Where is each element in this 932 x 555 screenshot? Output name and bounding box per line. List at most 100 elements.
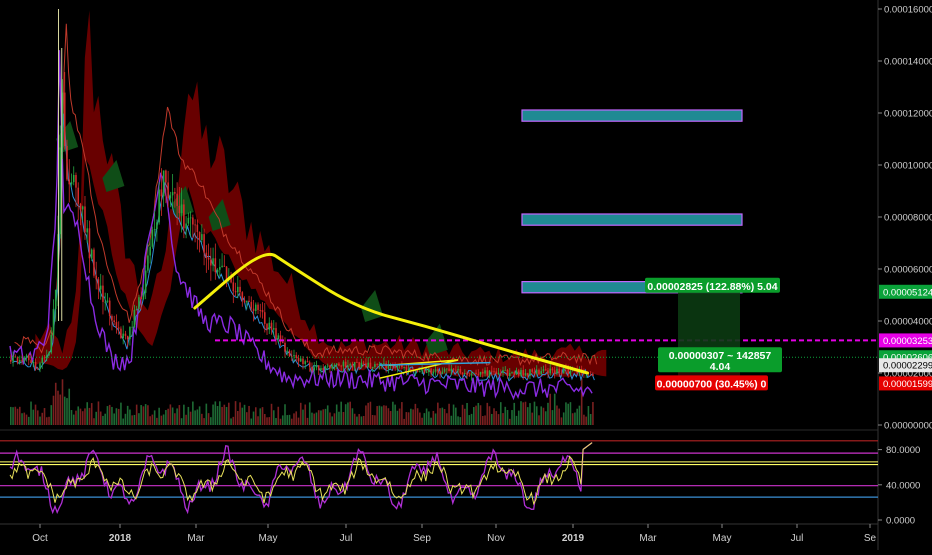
candle-body <box>439 371 441 374</box>
volume-bar <box>365 405 367 425</box>
candle-body <box>295 355 298 358</box>
candle-body <box>131 326 133 328</box>
candle-body <box>513 372 516 375</box>
candle-body <box>488 370 491 376</box>
candle-body <box>61 92 64 148</box>
candle-body <box>79 203 82 210</box>
candle-body <box>333 365 336 366</box>
candle-body <box>120 328 122 339</box>
volume-bar <box>84 408 86 425</box>
candle-body <box>360 362 363 368</box>
volume-bar <box>524 401 527 425</box>
volume-bar <box>66 398 68 425</box>
position-target-label-bg <box>645 277 780 293</box>
candle-body <box>205 252 208 258</box>
candle-body <box>320 368 322 371</box>
volume-bar <box>389 411 392 425</box>
candle-body <box>207 257 210 260</box>
volume-bar <box>374 415 376 425</box>
volume-bar <box>239 402 241 425</box>
volume-bar <box>174 413 176 425</box>
volume-bar <box>461 404 464 425</box>
volume-bar <box>369 401 372 425</box>
price-axis-badge-text: 0.00001599 <box>883 379 932 390</box>
volume-bar <box>574 412 576 425</box>
volume-bar <box>425 408 428 425</box>
candle-body <box>455 369 457 371</box>
candle-body <box>311 366 313 371</box>
volume-bar <box>371 414 374 425</box>
volume-bar <box>353 413 356 425</box>
volume-bar <box>342 412 345 425</box>
volume-bar <box>176 408 178 425</box>
candle-body <box>315 365 318 368</box>
volume-bar <box>340 401 342 425</box>
candle-body <box>535 369 538 374</box>
candle-body <box>407 369 410 372</box>
volume-bar <box>68 388 71 425</box>
volume-bar <box>356 416 358 425</box>
candle-body <box>149 246 151 256</box>
candle-body <box>481 371 484 374</box>
candle-body <box>16 357 19 363</box>
candle-body <box>72 175 75 183</box>
candle-body <box>140 297 142 300</box>
ichimoku-cloud-bearish <box>35 10 607 379</box>
candle-body <box>520 370 522 376</box>
candle-body <box>196 224 199 233</box>
candle-body <box>522 370 525 376</box>
candle-body <box>126 335 129 340</box>
volume-bar <box>302 409 304 425</box>
volume-bar <box>446 413 448 425</box>
candle-body <box>284 342 286 352</box>
candle-body <box>353 362 356 368</box>
volume-bar <box>290 418 293 425</box>
volume-bar <box>241 407 244 425</box>
candle-body <box>526 373 529 376</box>
volume-bar <box>205 403 208 425</box>
volume-bar <box>304 404 307 425</box>
candle-body <box>421 369 423 372</box>
candle-body <box>558 368 561 374</box>
volume-bar <box>567 403 569 425</box>
candle-body <box>423 369 426 373</box>
candle-body <box>250 301 253 309</box>
price-axis-badge-text: 0.00002299 <box>883 361 932 372</box>
candle-body <box>416 370 419 372</box>
candle-body <box>97 279 100 290</box>
candle-body <box>194 224 196 226</box>
volume-bar <box>414 403 417 425</box>
volume-bar <box>223 404 226 425</box>
candle-body <box>524 373 527 376</box>
volume-bar <box>320 410 322 425</box>
volume-bar <box>30 401 32 425</box>
volume-bar <box>23 412 26 425</box>
volume-bar <box>48 416 50 425</box>
time-axis-tick-label: Jul <box>791 533 804 544</box>
volume-bar <box>416 408 419 425</box>
volume-bar <box>99 411 102 425</box>
volume-bar <box>102 415 104 425</box>
position-entry-label-bg <box>658 347 782 373</box>
candle-body <box>551 368 554 371</box>
volume-bar <box>45 417 48 425</box>
volume-bar <box>443 409 446 425</box>
candle-body <box>432 371 435 374</box>
candle-body <box>304 361 307 364</box>
candle-body <box>21 360 23 361</box>
candle-body <box>176 193 178 206</box>
volume-bar <box>169 404 172 425</box>
volume-bar <box>216 406 219 425</box>
candle-body <box>544 369 547 371</box>
volume-bar <box>475 405 477 425</box>
candle-body <box>104 301 106 303</box>
candle-body <box>553 370 556 374</box>
volume-bar <box>113 413 115 425</box>
candle-body <box>171 192 174 196</box>
candle-body <box>32 361 35 364</box>
candle-body <box>508 372 511 377</box>
volume-bar <box>124 413 127 425</box>
time-axis-tick-label: Oct <box>32 533 48 544</box>
candle-body <box>122 333 124 339</box>
